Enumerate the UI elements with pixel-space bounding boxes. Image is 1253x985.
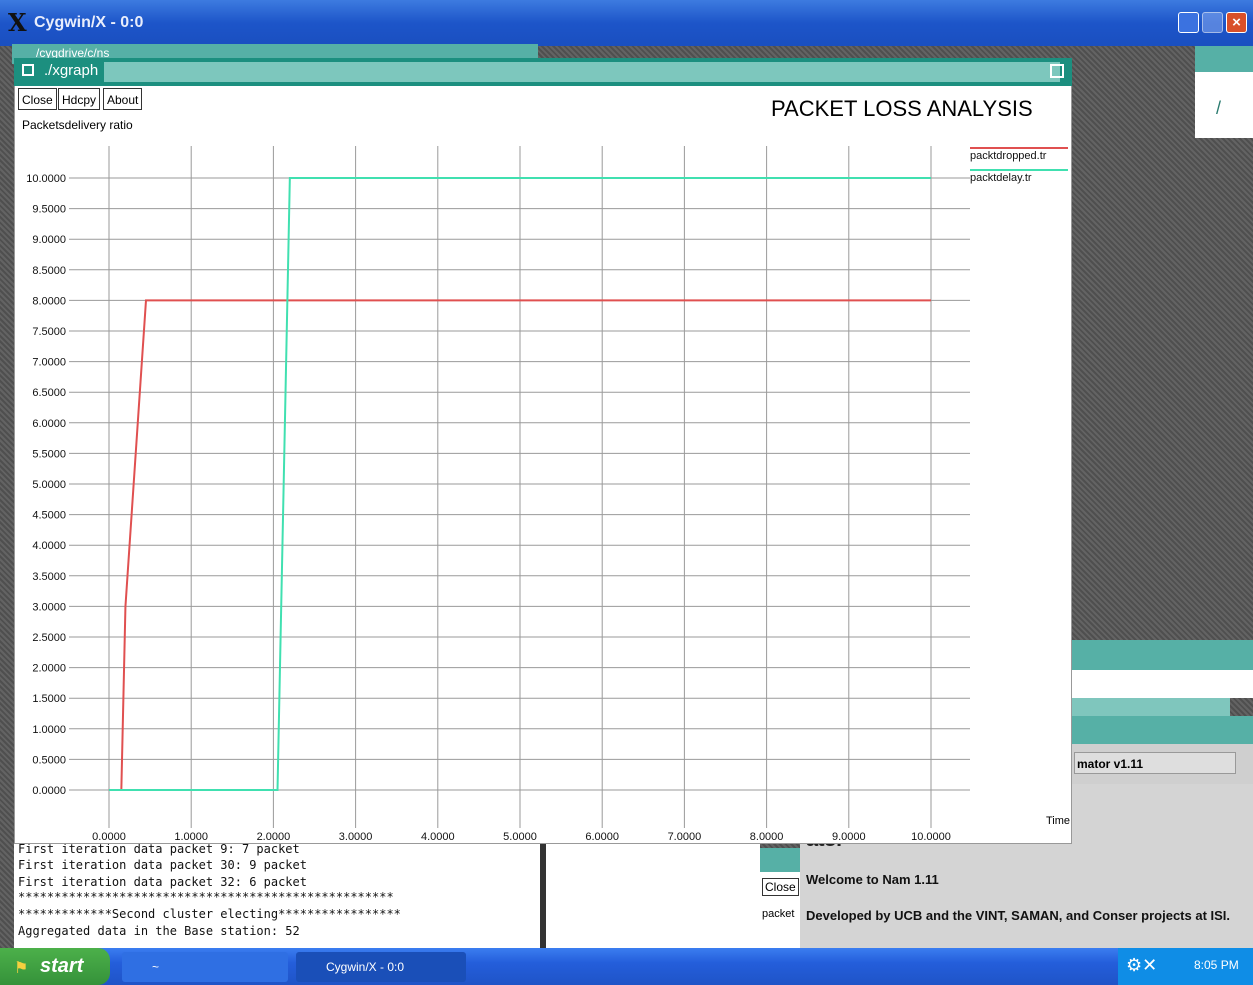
y-tick-label: 4.5000 (32, 510, 66, 522)
taskbar-clock: 8:05 PM (1194, 958, 1239, 972)
y-tick-label: 6.5000 (32, 387, 66, 399)
series-line-1 (120, 299, 931, 791)
system-tray (1118, 948, 1253, 985)
y-tick-label: 8.5000 (32, 265, 66, 277)
cygdrive-window-title: /cygdrive/c/ns (36, 46, 110, 60)
small-window-titlebar[interactable] (760, 848, 800, 872)
terminal-line: First iteration data packet 9: 7 packet (18, 842, 300, 856)
nam-welcome-text: Welcome to Nam 1.11 (806, 872, 939, 887)
y-tick-label: 1.0000 (32, 724, 66, 736)
hardcopy-button[interactable]: Hdcpy (58, 88, 101, 110)
x-tick-label: 0.0000 (92, 831, 126, 843)
background-window-panel (540, 842, 760, 948)
close-window-button[interactable]: × (1226, 12, 1247, 33)
small-xgraph-window (760, 848, 800, 948)
x-tick-label: 7.0000 (668, 831, 702, 843)
terminal-output[interactable]: First iteration data packet 9: 7 packet … (14, 842, 540, 948)
y-tick-label: 5.0000 (32, 479, 66, 491)
taskbar-item-terminal[interactable]: ~ (122, 952, 288, 982)
maximize-button[interactable] (1202, 12, 1223, 33)
xgraph-window (14, 58, 1072, 844)
series-line-2 (109, 177, 931, 791)
nam-developed-text: Developed by UCB and the VINT, SAMAN, an… (806, 908, 1231, 923)
y-tick-label: 4.0000 (32, 540, 66, 552)
y-tick-label: 7.0000 (32, 357, 66, 369)
close-button[interactable]: Close (18, 88, 57, 110)
y-tick-label: 7.5000 (32, 326, 66, 338)
xgraph-titlebar[interactable]: ./xgraph (14, 58, 1072, 86)
clock-hand-icon: / (1216, 98, 1222, 118)
x-tick-label: 10.0000 (911, 831, 951, 843)
terminal-line: First iteration data packet 30: 9 packet (18, 858, 307, 872)
background-window-titlebar-2[interactable] (1070, 698, 1230, 716)
about-button[interactable]: About (103, 88, 143, 110)
clock-window-titlebar[interactable] (1195, 46, 1253, 72)
x-tick-label: 9.0000 (832, 831, 866, 843)
window-title: Cygwin/X - 0:0 (34, 14, 144, 31)
terminal-line: First iteration data packet 32: 6 packet (18, 875, 307, 889)
tray-icons[interactable]: ⚙✕ (1126, 955, 1158, 975)
y-tick-label: 2.5000 (32, 632, 66, 644)
x-tick-label: 8.0000 (750, 831, 784, 843)
y-tick-label: 1.5000 (32, 693, 66, 705)
nam-window-titlebar[interactable] (1070, 716, 1253, 744)
y-tick-label: 9.5000 (32, 204, 66, 216)
x-logo-icon: X (8, 8, 27, 37)
taskbar-item-cygwin[interactable]: Cygwin/X - 0:0 (296, 952, 466, 982)
legend-label-2: packtdelay.tr (970, 172, 1032, 184)
window-menu-icon[interactable] (22, 64, 34, 76)
start-button[interactable]: start (0, 948, 110, 985)
xgraph-titlebar-fill (104, 62, 1060, 82)
y-tick-label: 3.0000 (32, 601, 66, 613)
clock-window (1195, 46, 1253, 138)
small-packet-label: packet (762, 908, 795, 920)
y-axis-label: Packetsdelivery ratio (22, 118, 133, 132)
legend-label-1: packtdropped.tr (970, 150, 1047, 162)
cygwin-title-bar: X Cygwin/X - 0:0 (0, 0, 1253, 46)
y-tick-label: 9.0000 (32, 234, 66, 246)
background-window-titlebar[interactable] (1070, 640, 1253, 670)
y-tick-label: 10.0000 (26, 173, 66, 185)
x-tick-label: 2.0000 (257, 831, 291, 843)
nam-version-field: mator v1.11 (1074, 752, 1236, 774)
xgraph-title: ./xgraph (44, 62, 99, 79)
terminal-line: Aggregated data in the Base station: 52 (18, 924, 300, 938)
y-tick-label: 0.0000 (32, 785, 66, 797)
terminal-line: *************Second cluster electing****… (18, 907, 401, 921)
y-tick-label: 3.5000 (32, 571, 66, 583)
chart-title: PACKET LOSS ANALYSIS (771, 96, 1033, 121)
y-tick-label: 8.0000 (32, 295, 66, 307)
x-tick-label: 5.0000 (503, 831, 537, 843)
x-tick-label: 4.0000 (421, 831, 455, 843)
plot-area: 0.0000 1.0000 2.0000 3.0000 4.0000 5.0000 6.00… (26, 146, 1068, 843)
small-close-button[interactable]: Close (762, 878, 799, 896)
y-tick-label: 5.5000 (32, 448, 66, 460)
x-tick-label: 1.0000 (174, 831, 208, 843)
terminal-line: ****************************************… (18, 890, 394, 904)
background-window-body (1070, 670, 1253, 698)
x-axis-label: Time (1046, 815, 1071, 827)
y-tick-label: 0.5000 (32, 754, 66, 766)
windows-flag-icon: ⚑ (14, 960, 29, 977)
x-tick-label: 6.0000 (585, 831, 619, 843)
y-tick-label: 6.0000 (32, 418, 66, 430)
x-tick-label: 3.0000 (339, 831, 373, 843)
maximize-icon[interactable] (1050, 64, 1064, 78)
y-tick-label: 2.0000 (32, 663, 66, 675)
minimize-button[interactable] (1178, 12, 1199, 33)
